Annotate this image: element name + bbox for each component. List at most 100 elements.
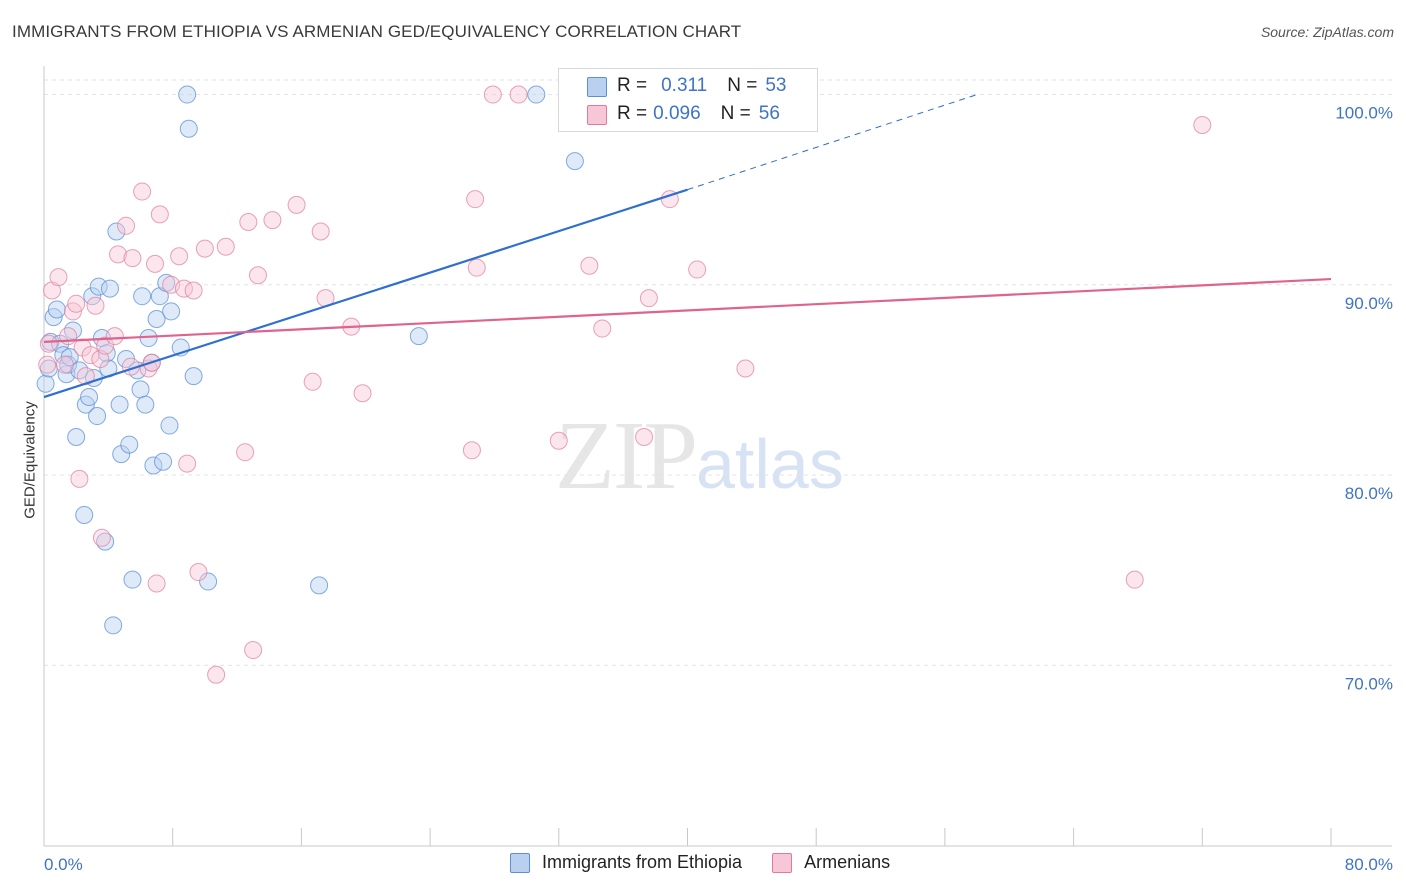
y-axis-label: GED/Equivalency [21, 401, 39, 519]
armenians-point [236, 443, 255, 462]
armenians-point [184, 281, 203, 300]
ethiopia-point [123, 570, 142, 589]
ethiopia-point [120, 435, 139, 454]
ethiopia-point [131, 380, 150, 399]
legend-r-label: R = [617, 103, 648, 124]
armenians-point [303, 372, 322, 391]
series-legend: Immigrants from Ethiopia Armenians [510, 852, 890, 873]
armenians-point [81, 346, 100, 365]
legend-label-armenians: Armenians [804, 852, 891, 872]
armenians-point [170, 247, 189, 266]
armenians-point [86, 296, 105, 315]
armenians-point [244, 641, 263, 660]
armenians-point [123, 249, 142, 268]
armenians-point [178, 454, 197, 473]
ethiopia-point [178, 85, 197, 104]
ethiopia-point [147, 310, 166, 329]
ethiopia-point [63, 321, 82, 340]
armenians-point [59, 327, 78, 346]
armenians-point [216, 237, 235, 256]
ethiopia-point [104, 616, 123, 635]
armenians-point [150, 205, 169, 224]
y-tick-label: 80.0% [1345, 484, 1393, 503]
armenians-point [146, 254, 165, 273]
ethiopia-point [154, 452, 173, 471]
ethiopia-trend-line [43, 188, 688, 399]
ethiopia-point [80, 388, 99, 407]
y-tick-label: 70.0% [1345, 674, 1393, 693]
legend-r-value: 0.311 [661, 75, 708, 96]
legend-swatch-ethiopia [510, 852, 530, 873]
armenians-point [117, 216, 136, 235]
ethiopia-point [133, 287, 152, 306]
ethiopia-point [199, 572, 218, 591]
legend-row-armenians: R = 0.096 N = 56 [617, 102, 780, 126]
armenians-point [311, 222, 330, 241]
armenians-point [91, 349, 110, 368]
armenians-point [147, 574, 166, 593]
legend-swatch-armenians [772, 852, 793, 873]
chart-title: IMMIGRANTS FROM ETHIOPIA VS ARMENIAN GED… [12, 22, 742, 41]
armenians-point [509, 85, 528, 104]
watermark-atlas: atlas [696, 425, 844, 503]
x-tick-label: 0.0% [44, 855, 83, 874]
trend-lines [43, 94, 1332, 399]
legend-label-ethiopia: Immigrants from Ethiopia [542, 852, 743, 872]
armenians-point [70, 469, 89, 488]
ethiopia-point [67, 427, 86, 446]
ethiopia-point [565, 152, 584, 171]
ethiopia-point [75, 505, 94, 524]
armenians-point [92, 528, 111, 547]
armenians-point [96, 336, 115, 355]
legend-swatch-armenians [587, 105, 607, 125]
axes [43, 66, 1392, 847]
ethiopia-point [310, 576, 329, 595]
ethiopia-point [160, 416, 179, 435]
legend-n-label: N = [727, 75, 758, 96]
armenians-point [239, 213, 258, 231]
armenians-point [189, 563, 208, 582]
y-tick-label: 90.0% [1345, 294, 1393, 313]
ethiopia-point [527, 85, 546, 104]
armenians-point [55, 355, 74, 374]
armenians-point [1125, 570, 1144, 589]
armenians-point [462, 441, 481, 460]
armenians-point [109, 245, 128, 264]
y-tick-label: 100.0% [1335, 104, 1393, 123]
armenians-point [635, 427, 654, 446]
armenians-point [207, 665, 226, 684]
legend-r-label: R = [617, 75, 648, 96]
armenians-point [353, 384, 372, 403]
ethiopia-point [110, 395, 129, 414]
armenians-point [1193, 115, 1212, 134]
ethiopia-trend-extension [687, 94, 978, 191]
armenians-point [263, 211, 282, 230]
stats-legend: R = 0.311 N = 53 R = 0.096 N = 56 [558, 68, 818, 132]
ethiopia-point [83, 287, 102, 306]
ethiopia-point [88, 407, 107, 426]
ethiopia-point [89, 277, 108, 296]
armenians-point [105, 327, 124, 346]
legend-n-value: 53 [765, 75, 787, 96]
armenians-point [195, 239, 214, 258]
armenians-point [688, 260, 707, 279]
armenians-point [287, 195, 306, 214]
armenians-point [580, 256, 599, 275]
ethiopia-point [409, 327, 428, 346]
legend-n-value: 56 [758, 103, 780, 124]
tick-labels: 70.0% 80.0% 90.0% 100.0% 0.0% 80.0% [44, 104, 1393, 874]
armenians-point [549, 431, 568, 450]
armenians-point [736, 359, 755, 378]
watermark: ZIPatlas [555, 400, 844, 512]
ethiopia-point [179, 119, 198, 138]
armenians-point [38, 355, 57, 374]
ethiopia-point [184, 367, 203, 386]
armenians-point [39, 334, 58, 353]
armenians-point [593, 319, 612, 338]
ethiopia-point [107, 222, 126, 241]
legend-swatch-ethiopia [587, 77, 607, 97]
armenians-point [466, 190, 485, 209]
ethiopia-point [36, 374, 55, 393]
armenians-point [248, 266, 267, 285]
